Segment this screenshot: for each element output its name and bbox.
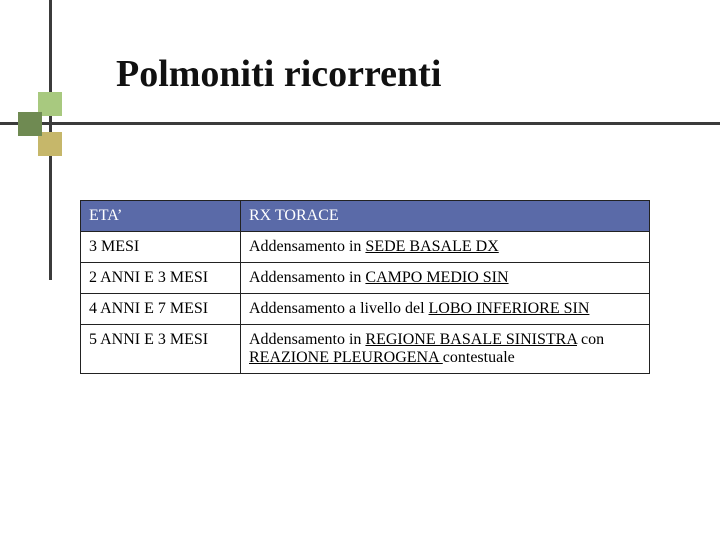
rx-prefix: Addensamento in — [249, 238, 365, 255]
decor-square-3 — [18, 112, 42, 136]
table-body: 3 MESI Addensamento in SEDE BASALE DX 2 … — [81, 232, 650, 374]
col-header-rx: RX TORACE — [241, 201, 650, 232]
decor-hline — [0, 122, 720, 125]
rx-prefix: Addensamento in — [249, 331, 365, 348]
cell-rx: Addensamento in CAMPO MEDIO SIN — [241, 263, 650, 294]
rx-underlined: SEDE BASALE DX — [365, 238, 498, 255]
table-header-row: ETA’ RX TORACE — [81, 201, 650, 232]
table-row: 4 ANNI E 7 MESI Addensamento a livello d… — [81, 294, 650, 325]
rx-underlined: CAMPO MEDIO SIN — [365, 269, 508, 286]
table-row: 2 ANNI E 3 MESI Addensamento in CAMPO ME… — [81, 263, 650, 294]
rx-underlined-2: REAZIONE PLEUROGENA — [249, 349, 443, 366]
cell-age: 3 MESI — [81, 232, 241, 263]
col-header-age: ETA’ — [81, 201, 241, 232]
cell-rx: Addensamento in REGIONE BASALE SINISTRA … — [241, 325, 650, 374]
rx-underlined: LOBO INFERIORE SIN — [429, 300, 590, 317]
cell-age: 5 ANNI E 3 MESI — [81, 325, 241, 374]
rx-underlined: REGIONE BASALE SINISTRA — [365, 331, 577, 348]
data-table-wrap: ETA’ RX TORACE 3 MESI Addensamento in SE… — [80, 200, 650, 374]
table-row: 3 MESI Addensamento in SEDE BASALE DX — [81, 232, 650, 263]
cell-age: 2 ANNI E 3 MESI — [81, 263, 241, 294]
rx-prefix: Addensamento a livello del — [249, 300, 429, 317]
rx-mid: con — [577, 331, 604, 348]
table-row: 5 ANNI E 3 MESI Addensamento in REGIONE … — [81, 325, 650, 374]
slide-decor — [0, 92, 720, 156]
cell-age: 4 ANNI E 7 MESI — [81, 294, 241, 325]
data-table: ETA’ RX TORACE 3 MESI Addensamento in SE… — [80, 200, 650, 374]
rx-prefix: Addensamento in — [249, 269, 365, 286]
cell-rx: Addensamento a livello del LOBO INFERIOR… — [241, 294, 650, 325]
slide-title: Polmoniti ricorrenti — [116, 52, 441, 96]
cell-rx: Addensamento in SEDE BASALE DX — [241, 232, 650, 263]
rx-suffix: contestuale — [443, 349, 515, 366]
